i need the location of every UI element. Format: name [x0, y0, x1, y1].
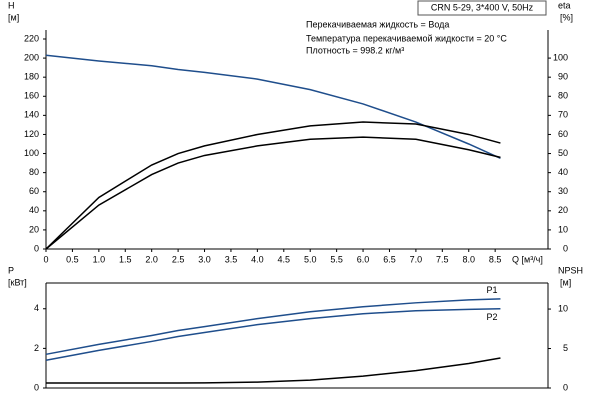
- y-tick-label: 180: [24, 72, 39, 82]
- y-tick-label: 60: [29, 186, 39, 196]
- x-tick-label: 3.0: [198, 254, 211, 264]
- y2-tick-label: 5: [563, 343, 568, 353]
- x-tick-label: 0.5: [66, 254, 79, 264]
- x-tick-label: 5.5: [330, 254, 343, 264]
- title-box: [417, 0, 547, 16]
- y-tick-label: 220: [24, 33, 39, 43]
- x-tick-label: 8.5: [489, 254, 502, 264]
- x-tick-label: 6.0: [357, 254, 370, 264]
- y-tick-label: 160: [24, 91, 39, 101]
- x-tick-label: 0: [43, 254, 48, 264]
- y-tick-label: 100: [24, 148, 39, 158]
- y2-axis-title: NPSH: [558, 265, 583, 275]
- y-tick-label: 20: [29, 224, 39, 234]
- curve: [45, 298, 501, 356]
- x-tick-label: 5.0: [304, 254, 317, 264]
- y-axis-title: P: [8, 265, 14, 275]
- y2-axis-unit: [%]: [560, 12, 573, 22]
- y-tick-label: 80: [29, 167, 39, 177]
- x-tick-label: 1.5: [119, 254, 132, 264]
- y2-tick-label: 40: [558, 167, 568, 177]
- y-tick-label: 200: [24, 52, 39, 62]
- x-tick-label: 2.0: [145, 254, 158, 264]
- curve: [45, 308, 501, 362]
- y-tick-label: 140: [24, 110, 39, 120]
- x-tick-label: 6.5: [383, 254, 396, 264]
- x-tick-label: 3.5: [225, 254, 238, 264]
- y-axis-title: H: [8, 0, 15, 10]
- x-tick-label: 7.0: [410, 254, 423, 264]
- curve-label: P2: [486, 312, 497, 322]
- y2-axis-unit: [м]: [560, 277, 571, 287]
- x-tick-label: 2.5: [172, 254, 185, 264]
- y2-tick-label: 10: [558, 224, 568, 234]
- y2-tick-label: 0: [563, 243, 568, 253]
- y2-tick-label: 50: [558, 148, 568, 158]
- y-axis-unit: [м]: [8, 12, 19, 22]
- y-tick-label: 4: [34, 303, 39, 313]
- y2-tick-label: 80: [558, 91, 568, 101]
- y2-tick-label: 10: [558, 303, 568, 313]
- y2-tick-label: 70: [558, 110, 568, 120]
- y2-tick-label: 60: [558, 129, 568, 139]
- y-tick-label: 40: [29, 205, 39, 215]
- annotation: Плотность = 998.2 кг/м³: [306, 45, 404, 55]
- y2-tick-label: 100: [553, 52, 568, 62]
- y2-tick-label: 0: [563, 382, 568, 392]
- y2-tick-label: 30: [558, 186, 568, 196]
- curve: [46, 357, 501, 384]
- y-tick-label: 0: [34, 382, 39, 392]
- curve-label: P1: [486, 285, 497, 295]
- x-axis-title: Q [м³/ч]: [512, 254, 543, 264]
- curve: [45, 121, 501, 250]
- y2-tick-label: 20: [558, 205, 568, 215]
- y2-tick-label: 90: [558, 72, 568, 82]
- y-axis-unit: [кВт]: [8, 277, 27, 287]
- chart-title: CRN 5-29, 3*400 V, 50Hz: [431, 2, 534, 12]
- curve: [45, 136, 501, 250]
- y-tick-label: 120: [24, 129, 39, 139]
- x-tick-label: 4.5: [278, 254, 291, 264]
- curve: [45, 54, 501, 160]
- y-tick-label: 2: [34, 343, 39, 353]
- x-tick-label: 4.0: [251, 254, 264, 264]
- y-tick-label: 0: [34, 243, 39, 253]
- annotation: Перекачиваемая жидкость = Вода: [306, 19, 449, 29]
- x-tick-label: 1.0: [93, 254, 106, 264]
- x-tick-label: 7.5: [436, 254, 449, 264]
- y2-axis-title: eta: [558, 0, 571, 10]
- annotation: Температура перекачиваемой жидкости = 20…: [306, 33, 507, 43]
- x-tick-label: 8.0: [462, 254, 475, 264]
